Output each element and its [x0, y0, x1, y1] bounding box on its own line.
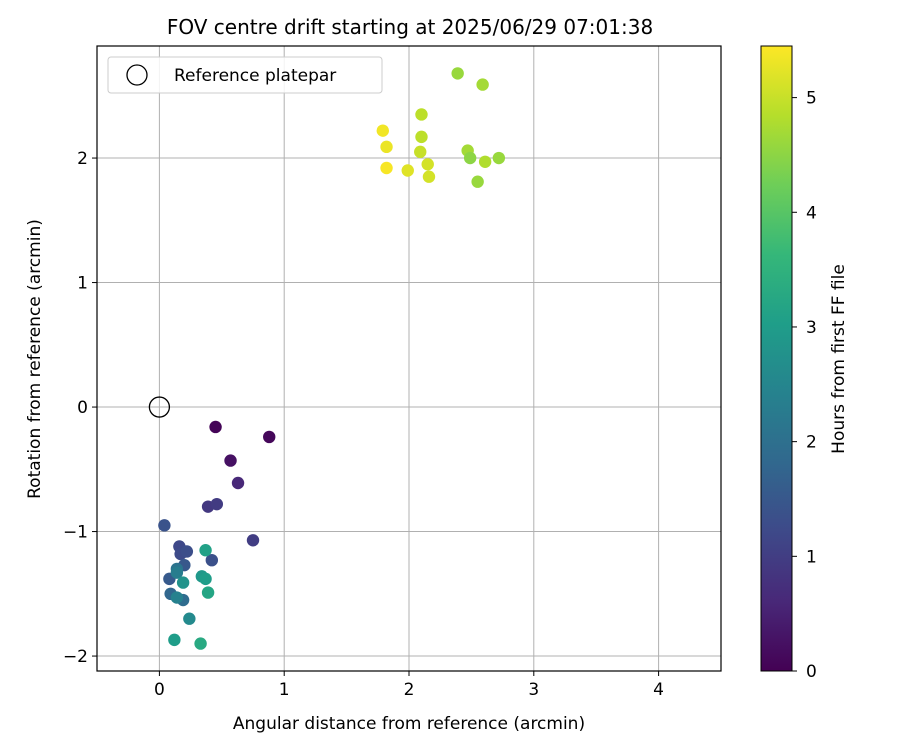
data-point	[205, 553, 219, 567]
data-point	[415, 108, 428, 121]
y-tick-label: 1	[77, 274, 88, 294]
data-point	[209, 420, 222, 434]
colorbar-tick-label: 1	[806, 547, 817, 567]
y-axis-ticks: −2 −1 0 1 2	[63, 149, 97, 667]
data-point	[380, 140, 393, 154]
data-point	[180, 545, 194, 558]
colorbar-tick-label: 5	[806, 89, 817, 109]
reference-platepar-marker	[148, 396, 171, 418]
legend: Reference platepar	[107, 56, 383, 94]
data-point	[422, 170, 436, 183]
x-tick-label: 4	[653, 680, 664, 700]
data-point	[451, 67, 464, 80]
data-point	[170, 566, 184, 579]
data-point	[476, 78, 489, 91]
colorbar	[760, 45, 793, 672]
data-point	[168, 633, 181, 647]
data-point	[176, 576, 190, 589]
data-point	[401, 164, 414, 177]
y-tick-label: 0	[77, 398, 88, 418]
x-axis-label: Angular distance from reference (arcmin)	[233, 714, 585, 734]
grid-lines	[97, 46, 721, 671]
legend-box	[107, 56, 383, 94]
data-point	[170, 591, 184, 604]
data-point	[463, 151, 477, 165]
data-point	[210, 497, 224, 511]
colorbar-tick-label: 4	[806, 203, 817, 223]
data-point	[199, 572, 212, 586]
data-points	[148, 67, 506, 650]
data-point	[158, 519, 171, 532]
chart-title: FOV centre drift starting at 2025/06/29 …	[167, 15, 653, 39]
y-tick-label: −1	[63, 523, 88, 543]
data-point	[471, 175, 484, 188]
x-tick-label: 1	[279, 680, 290, 700]
data-point	[194, 637, 207, 650]
data-point	[246, 534, 260, 547]
colorbar-label: Hours from first FF file	[829, 264, 849, 454]
data-point	[415, 130, 428, 144]
data-point	[201, 586, 215, 599]
y-axis-label: Rotation from reference (arcmin)	[25, 219, 45, 499]
x-axis-ticks: 0 1 2 3 4	[154, 671, 664, 700]
data-point	[414, 145, 427, 159]
y-tick-label: −2	[63, 647, 88, 667]
data-point	[421, 158, 434, 171]
x-tick-label: 2	[404, 680, 415, 700]
data-point	[183, 612, 196, 625]
data-point	[376, 124, 389, 137]
colorbar-tick-label: 2	[806, 433, 817, 453]
colorbar-ticks: 0 1 2 3 4 5	[792, 89, 817, 682]
y-tick-label: 2	[77, 149, 88, 169]
data-point	[224, 454, 237, 467]
x-tick-label: 0	[154, 680, 165, 700]
x-tick-label: 3	[528, 680, 539, 700]
data-point	[380, 161, 393, 175]
data-point	[478, 155, 492, 168]
legend-entry-reference: Reference platepar	[174, 66, 336, 86]
legend-marker-icon	[126, 64, 148, 86]
colorbar-tick-label: 0	[806, 662, 817, 682]
data-point	[231, 476, 245, 490]
data-point	[492, 151, 506, 165]
data-point	[199, 544, 212, 557]
data-point	[263, 430, 276, 444]
colorbar-tick-label: 3	[806, 318, 817, 338]
